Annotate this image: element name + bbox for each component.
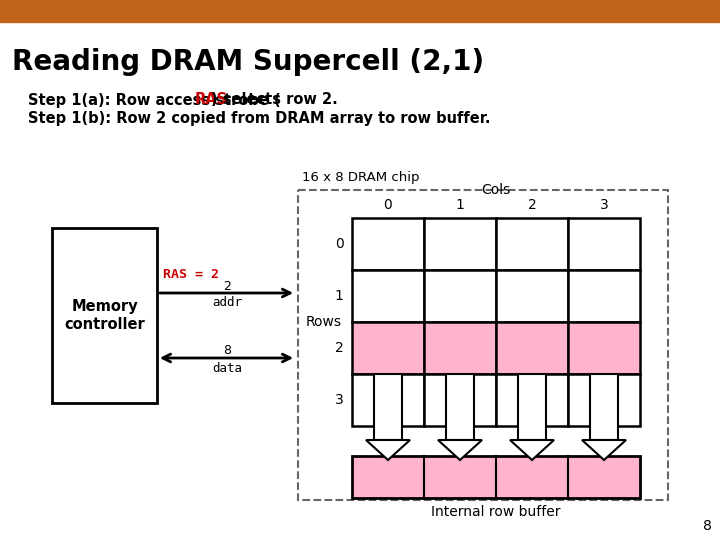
Polygon shape	[510, 440, 554, 460]
Text: 1: 1	[456, 198, 464, 212]
Bar	[352, 374, 424, 426]
Text: Step 1(a): Row access strobe (: Step 1(a): Row access strobe (	[28, 92, 281, 107]
Bar	[424, 374, 496, 426]
Bar	[0, 0, 720, 22]
Text: 16 x 8 DRAM chip: 16 x 8 DRAM chip	[302, 171, 420, 184]
Bar	[518, 374, 546, 440]
Text: data: data	[212, 361, 243, 375]
Text: 3: 3	[600, 198, 608, 212]
Polygon shape	[582, 440, 626, 460]
Text: addr: addr	[212, 296, 243, 309]
Text: Cols: Cols	[482, 183, 510, 197]
Bar	[52, 228, 157, 403]
Polygon shape	[366, 440, 410, 460]
Bar	[568, 218, 640, 270]
Text: Reading DRAM Supercell (2,1): Reading DRAM Supercell (2,1)	[12, 48, 484, 76]
Bar	[496, 322, 568, 374]
Bar	[352, 218, 424, 270]
Bar	[352, 270, 424, 322]
Bar	[374, 374, 402, 440]
Bar	[352, 456, 640, 498]
Text: ) selects row 2.: ) selects row 2.	[211, 92, 338, 107]
Bar	[424, 270, 496, 322]
Text: 2: 2	[335, 341, 343, 355]
Bar	[352, 322, 424, 374]
Bar	[424, 322, 496, 374]
Text: Step 1(b): Row 2 copied from DRAM array to row buffer.: Step 1(b): Row 2 copied from DRAM array …	[28, 111, 490, 125]
Bar	[568, 374, 640, 426]
Text: 1: 1	[335, 289, 343, 303]
Text: 0: 0	[384, 198, 392, 212]
Bar	[590, 374, 618, 440]
Bar	[496, 374, 568, 426]
Bar	[496, 270, 568, 322]
Bar	[424, 218, 496, 270]
Text: Rows: Rows	[306, 315, 342, 329]
Polygon shape	[438, 440, 482, 460]
Text: Internal row buffer: Internal row buffer	[431, 505, 561, 519]
Text: 8: 8	[223, 343, 232, 356]
Bar	[568, 270, 640, 322]
Text: 0: 0	[335, 237, 343, 251]
Text: RAS = 2: RAS = 2	[163, 268, 219, 281]
Text: 2: 2	[528, 198, 536, 212]
Text: 8: 8	[703, 519, 712, 533]
Text: 2: 2	[224, 280, 231, 293]
Text: 3: 3	[335, 393, 343, 407]
Bar	[446, 374, 474, 440]
Text: RAS: RAS	[194, 92, 228, 107]
Text: Memory
controller: Memory controller	[64, 299, 145, 332]
Bar	[298, 190, 668, 500]
Bar	[496, 218, 568, 270]
Bar	[568, 322, 640, 374]
